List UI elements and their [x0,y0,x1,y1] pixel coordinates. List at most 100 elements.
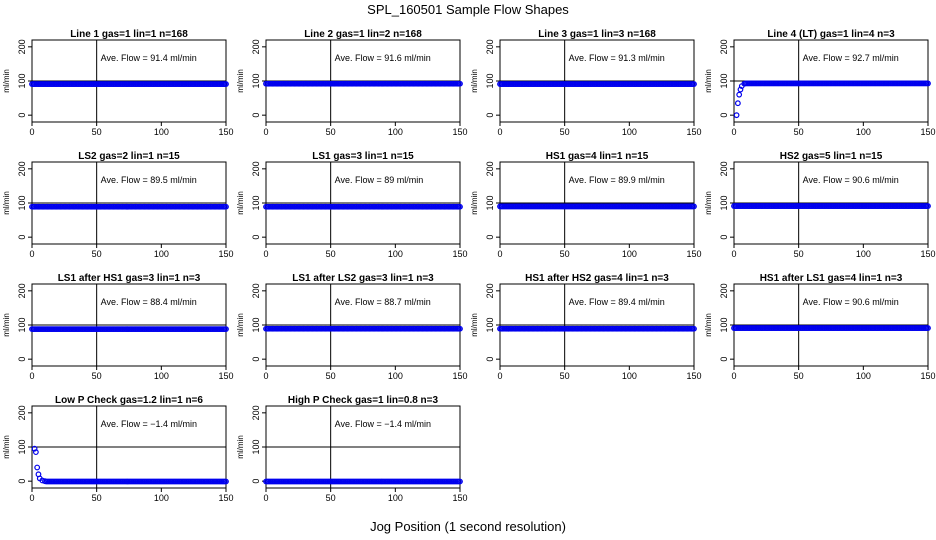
data-point [223,203,229,210]
x-tick-label: 150 [452,249,467,259]
y-tick-label: 0 [719,113,729,118]
x-tick-label: 100 [622,127,637,137]
x-tick-label: 0 [263,249,268,259]
x-tick-label: 100 [622,371,637,381]
x-tick-label: 50 [560,371,570,381]
data-point [457,203,463,210]
y-axis-label: ml/min [470,191,479,215]
panel-title: LS2 gas=2 lin=1 n=15 [78,151,180,162]
x-tick-label: 50 [794,127,804,137]
chart-svg: LS1 after LS2 gas=3 lin=1 n=3 0 50 100 150 0 1… [236,273,468,381]
x-tick-label: 0 [497,371,502,381]
data-point [457,80,463,87]
data-points [263,325,463,332]
y-tick-label: 0 [485,357,495,362]
y-tick-label: 0 [251,479,261,484]
y-axis-label: ml/min [236,191,245,215]
data-point [691,203,697,210]
chart-panel: LS1 after HS1 gas=3 lin=1 n=3 0 50 100 150 0 1… [0,272,234,394]
y-tick-label: 100 [17,73,27,88]
y-axis-label: ml/min [236,69,245,93]
y-tick-label: 100 [719,317,729,332]
y-tick-label: 100 [251,195,261,210]
chart-panel: HS1 after HS2 gas=4 lin=1 n=3 0 50 100 150 0 1… [468,272,702,394]
y-tick-label: 0 [719,235,729,240]
chart-svg: LS1 gas=3 lin=1 n=15 0 50 100 150 0 100 200 ml/m… [236,151,468,259]
page-title: SPL_160501 Sample Flow Shapes [367,2,569,17]
chart-svg: Line 1 gas=1 lin=1 n=168 0 50 100 150 0 100 200… [2,29,234,137]
x-tick-label: 100 [388,127,403,137]
y-axis-label: ml/min [236,435,245,459]
chart-panel: Line 1 gas=1 lin=1 n=168 0 50 100 150 0 100 200… [0,28,234,150]
y-axis-label: ml/min [704,313,713,337]
chart-svg: High P Check gas=1 lin=0.8 n=3 0 50 100 150 0… [236,395,468,503]
x-tick-label: 0 [731,127,736,137]
y-axis-label: ml/min [470,313,479,337]
chart-svg: HS1 after LS1 gas=4 lin=1 n=3 0 50 100 150 0 1… [704,273,936,381]
average-flow-label: Ave. Flow = 88.4 ml/min [101,297,197,307]
x-tick-label: 150 [452,371,467,381]
panel-title: Line 4 (LT) gas=1 lin=4 n=3 [767,29,895,40]
chart-svg: HS1 after HS2 gas=4 lin=1 n=3 0 50 100 150 0 1… [470,273,702,381]
x-tick-label: 0 [263,493,268,503]
chart-svg: LS2 gas=2 lin=1 n=15 0 50 100 150 0 100 200 ml/m… [2,151,234,259]
average-flow-label: Ave. Flow = 91.6 ml/min [335,53,431,63]
y-axis-label: ml/min [2,69,11,93]
data-point [925,325,931,331]
data-point [737,86,744,93]
x-tick-label: 0 [497,249,502,259]
y-tick-label: 200 [719,283,729,298]
panel-title: HS1 after HS2 gas=4 lin=1 n=3 [525,273,669,284]
y-tick-label: 100 [719,73,729,88]
data-points [733,80,931,119]
data-point [223,478,229,485]
average-flow-label: Ave. Flow = −1.4 ml/min [101,419,197,429]
data-points [497,203,697,210]
y-tick-label: 200 [485,283,495,298]
y-tick-label: 200 [485,39,495,54]
chart-panel: High P Check gas=1 lin=0.8 n=3 0 50 100 150 0… [234,394,468,516]
x-tick-label: 100 [154,127,169,137]
x-tick-label: 0 [29,371,34,381]
data-points [263,478,463,485]
chart-panel: HS1 after LS1 gas=4 lin=1 n=3 0 50 100 150 0 1… [702,272,936,394]
panel-title: High P Check gas=1 lin=0.8 n=3 [288,395,439,406]
y-tick-label: 100 [485,317,495,332]
chart-svg: LS1 after HS1 gas=3 lin=1 n=3 0 50 100 150 0 1… [2,273,234,381]
x-tick-label: 50 [794,371,804,381]
average-flow-label: Ave. Flow = 92.7 ml/min [803,53,899,63]
y-tick-label: 100 [485,195,495,210]
x-tick-label: 100 [388,493,403,503]
y-tick-label: 200 [485,161,495,176]
chart-panel: LS2 gas=2 lin=1 n=15 0 50 100 150 0 100 200 ml/m… [0,150,234,272]
x-tick-label: 150 [920,249,935,259]
y-tick-label: 100 [251,439,261,454]
x-tick-label: 50 [326,249,336,259]
chart-svg: Line 2 gas=1 lin=2 n=168 0 50 100 150 0 100 200… [236,29,468,137]
x-tick-label: 150 [218,493,233,503]
y-tick-label: 0 [17,235,27,240]
y-axis-label: ml/min [2,191,11,215]
x-tick-label: 0 [731,371,736,381]
data-points [731,203,931,209]
data-point [223,326,229,332]
panel-title: LS1 gas=3 lin=1 n=15 [312,151,414,162]
y-tick-label: 0 [251,113,261,118]
average-flow-label: Ave. Flow = 89.9 ml/min [569,175,665,185]
average-flow-label: Ave. Flow = 90.6 ml/min [803,297,899,307]
chart-panel: Line 3 gas=1 lin=3 n=168 0 50 100 150 0 100 200… [468,28,702,150]
panel-title: HS1 gas=4 lin=1 n=15 [546,151,649,162]
data-point [691,325,697,332]
y-tick-label: 100 [17,439,27,454]
data-point [925,80,931,87]
x-tick-label: 100 [154,249,169,259]
x-tick-label: 150 [452,493,467,503]
x-tick-label: 150 [218,127,233,137]
x-tick-label: 0 [263,371,268,381]
y-tick-label: 200 [251,161,261,176]
data-points [263,80,463,87]
y-tick-label: 100 [17,317,27,332]
y-tick-label: 100 [719,195,729,210]
y-tick-label: 0 [485,113,495,118]
y-tick-label: 0 [17,113,27,118]
